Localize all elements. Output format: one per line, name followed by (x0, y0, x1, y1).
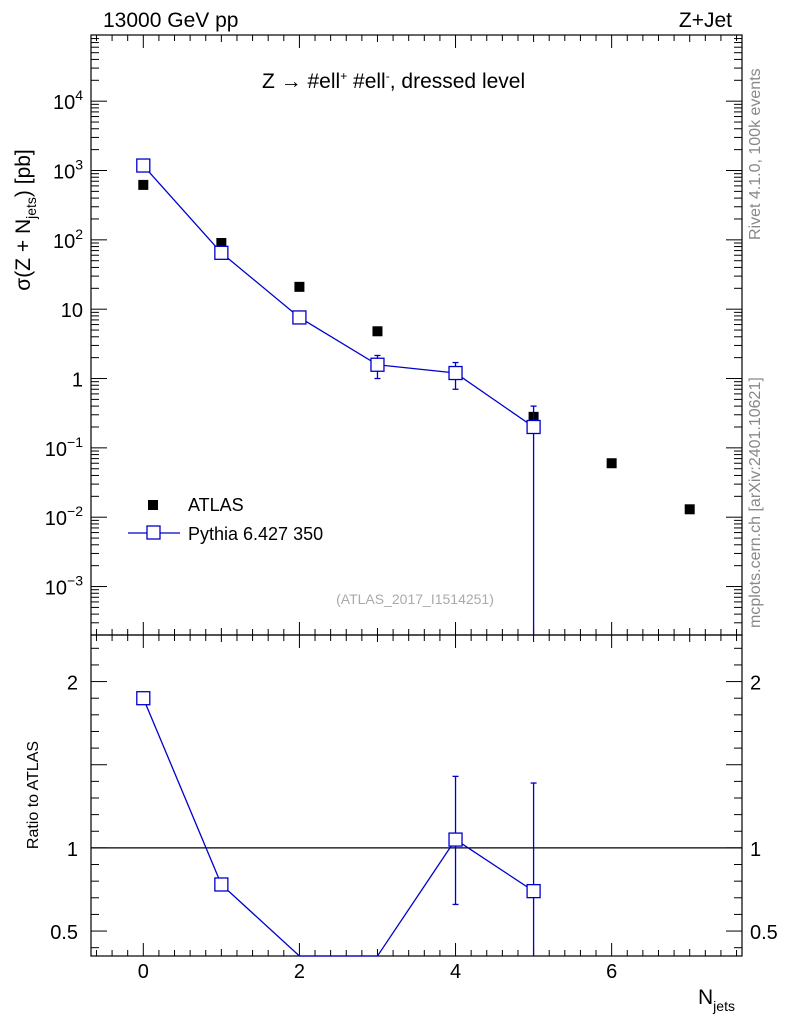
mc-point (526, 419, 541, 435)
atlas-point (294, 281, 305, 292)
ratio-line (142, 697, 534, 957)
mc-line (142, 165, 534, 428)
legend-atlas-label: ATLAS (188, 495, 244, 515)
atlas-point (216, 238, 227, 249)
y-tick-label-exponent: −2 (67, 503, 83, 519)
x-tick-label: 6 (606, 961, 617, 983)
y-tick-label-mantissa: 10 (61, 300, 83, 322)
y-tick-label: 10−1 (45, 434, 83, 461)
legend: ATLAS Pythia 6.427 350 (128, 495, 323, 544)
y-tick-label-exponent: −1 (67, 434, 83, 450)
atlas-point (606, 458, 617, 469)
header-right: Z+Jet (679, 9, 732, 32)
plot-title-end: , dressed level (390, 70, 525, 93)
ratio-tick-label: 2 (67, 673, 78, 695)
x-tick-label: 2 (294, 961, 305, 983)
plot-title-sup2: - (386, 69, 390, 83)
ratio-tick-label-right: 1 (750, 839, 761, 861)
mc-point (448, 365, 463, 381)
atlas-point (684, 504, 695, 515)
y-tick-label-mantissa: 10 (53, 92, 75, 114)
y-tick-label-exponent: 2 (75, 226, 83, 242)
y-tick-label-mantissa: 10 (53, 231, 75, 253)
mc-point (292, 310, 307, 325)
rivet-label: Rivet 4.1.0, 100k events (747, 68, 764, 240)
y-axis-label-pre: σ(Z + N (12, 219, 35, 291)
ratio-panel-frame (90, 634, 743, 957)
y-axis-label: σ(Z + Njets) [pb] (12, 149, 39, 291)
y-axis-label-sub: jets (23, 197, 39, 220)
y-tick-label: 10−3 (45, 573, 83, 600)
y-tick-label-mantissa: 10 (45, 439, 67, 461)
ratio-point (136, 691, 151, 706)
mc-point (370, 357, 385, 372)
y-tick-label-mantissa: 10 (53, 162, 75, 184)
x-tick-label: 4 (450, 961, 461, 983)
x-axis-label: Njets (698, 986, 735, 1014)
y-tick-label-mantissa: 10 (45, 578, 67, 600)
atlas-point (138, 179, 149, 190)
plot-title-sup1: + (340, 69, 347, 83)
y-tick-label-mantissa: 10 (45, 508, 67, 530)
header-left: 13000 GeV pp (103, 9, 238, 32)
y-tick-label: 10−2 (45, 503, 83, 530)
ratio-tick-label: 0.5 (50, 922, 78, 944)
plot-title-mid: #ell (347, 70, 386, 93)
y-tick-label-mantissa: 1 (72, 370, 83, 392)
ratio-point (214, 877, 229, 892)
mc-point (136, 158, 151, 173)
y-tick-label-exponent: 4 (75, 87, 83, 103)
x-tick-label: 0 (138, 961, 149, 983)
ratio-tick-label: 1 (67, 839, 78, 861)
y-tick-label: 104 (53, 87, 83, 114)
legend-mc-marker (146, 525, 161, 540)
plot-title: Z → #ell+ #ell-, dressed level (262, 69, 525, 93)
legend-atlas-marker (148, 500, 158, 510)
atlas-point (372, 326, 383, 337)
data-layer (136, 158, 695, 957)
y-tick-label: 10 (61, 300, 83, 322)
legend-mc-label: Pythia 6.427 350 (188, 524, 323, 544)
y-tick-label-exponent: 3 (75, 157, 83, 173)
y-tick-label: 1 (72, 370, 83, 392)
ratio-point (526, 883, 541, 899)
mc-point (214, 245, 229, 260)
x-axis-label-sub: jets (712, 998, 735, 1014)
y-tick-label: 102 (53, 226, 83, 253)
x-axis-label-main: N (698, 986, 713, 1009)
y-tick-label-exponent: −3 (67, 573, 83, 589)
ratio-point (448, 832, 463, 847)
plot-title-main: Z → #ell (262, 70, 340, 93)
y-tick-label: 103 (53, 157, 83, 184)
analysis-watermark: (ATLAS_2017_I1514251) (336, 591, 494, 607)
mcplots-label: mcplots.cern.ch [arXiv:2401.10621] (747, 377, 764, 628)
y-axis-label-post: ) [pb] (12, 149, 35, 197)
ratio-tick-label-right: 2 (750, 673, 761, 695)
main-panel-frame (90, 34, 743, 636)
ratio-axis-label: Ratio to ATLAS (25, 741, 42, 849)
ratio-tick-label-right: 0.5 (750, 922, 778, 944)
